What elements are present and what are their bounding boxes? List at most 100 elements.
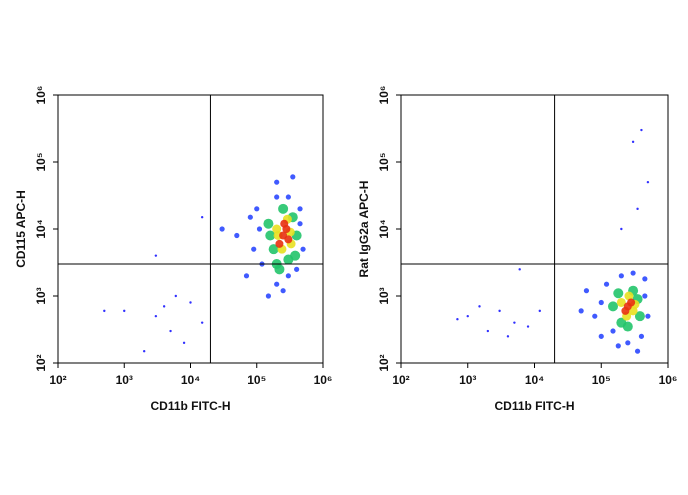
event-dot: [598, 299, 604, 306]
event-dot: [284, 235, 293, 244]
event-dot: [645, 313, 651, 319]
event-dot: [634, 348, 641, 354]
event-dot: [154, 314, 158, 318]
y-tick-label: 10⁶: [377, 86, 391, 105]
event-dot: [219, 226, 225, 232]
x-tick-label: 10⁴: [181, 373, 200, 387]
event-dot: [538, 309, 541, 313]
event-dot: [274, 264, 285, 275]
x-tick-label: 10²: [392, 373, 409, 387]
event-dot: [182, 341, 186, 345]
x-tick-label: 10⁴: [525, 373, 544, 387]
event-dot: [634, 311, 645, 322]
event-dot: [243, 273, 250, 279]
event-dot: [265, 230, 276, 241]
y-axis-label: CD115 APC-H: [14, 190, 28, 268]
event-dot: [285, 273, 291, 279]
event-dot: [642, 276, 648, 282]
event-dot: [592, 313, 598, 319]
event-dot: [615, 343, 621, 349]
event-dot: [456, 318, 459, 321]
event-dot: [608, 301, 619, 312]
x-tick-label: 10⁵: [247, 373, 266, 387]
y-tick-label: 10⁶: [34, 86, 48, 105]
event-dot: [513, 321, 516, 324]
event-dot: [642, 293, 648, 299]
y-tick-label: 10²: [377, 354, 391, 371]
event-dot: [254, 206, 260, 212]
event-dot: [247, 214, 253, 220]
event-dot: [285, 194, 291, 200]
event-dot: [583, 288, 590, 294]
event-dot: [263, 218, 274, 229]
event-dot: [610, 328, 616, 334]
event-dot: [154, 254, 158, 257]
event-dot: [486, 329, 490, 333]
event-dot: [640, 128, 643, 132]
y-tick-label: 10⁵: [34, 153, 48, 172]
event-dot: [265, 293, 272, 299]
event-dot: [256, 226, 263, 232]
event-dot: [466, 314, 469, 318]
event-dot: [290, 250, 301, 261]
x-tick-label: 10⁶: [314, 373, 333, 387]
y-tick-label: 10²: [34, 354, 48, 371]
event-dot: [280, 219, 289, 228]
y-tick-label: 10⁴: [377, 219, 391, 238]
event-dot: [578, 308, 584, 314]
event-dot: [506, 335, 510, 338]
event-dot: [616, 297, 626, 307]
event-dot: [280, 288, 286, 294]
event-dot: [598, 333, 604, 339]
event-dot: [274, 179, 280, 185]
event-dot: [274, 194, 280, 200]
event-dot: [278, 203, 289, 214]
event-dot: [613, 288, 624, 299]
y-tick-label: 10³: [377, 287, 391, 304]
event-dot: [189, 301, 192, 304]
event-dot: [290, 174, 296, 180]
event-dot: [174, 294, 178, 298]
event-dot: [518, 268, 521, 271]
event-dot: [297, 206, 303, 212]
event-dot: [646, 180, 650, 184]
event-dot: [618, 273, 624, 279]
event-dot: [603, 281, 610, 287]
event-dot: [162, 305, 166, 308]
event-dot: [123, 309, 126, 313]
event-dot: [169, 329, 172, 333]
event-dot: [620, 227, 623, 231]
event-dot: [638, 333, 645, 339]
x-tick-label: 10³: [459, 373, 476, 387]
event-dot: [624, 291, 634, 301]
event-dot: [478, 305, 481, 308]
event-dot: [234, 232, 240, 239]
x-tick-label: 10³: [116, 373, 133, 387]
event-dot: [526, 325, 530, 328]
event-dot: [103, 309, 106, 313]
event-dot: [627, 298, 636, 307]
event-dot: [142, 350, 146, 353]
event-dot: [200, 216, 204, 219]
event-dot: [630, 270, 636, 276]
event-dot: [200, 321, 204, 324]
y-axis-label: Rat IgG2a APC-H: [357, 181, 371, 278]
event-dot: [300, 246, 306, 252]
event-dot: [251, 246, 257, 252]
y-tick-label: 10⁵: [377, 153, 391, 172]
y-tick-label: 10⁴: [34, 219, 48, 238]
event-dot: [268, 244, 279, 255]
x-tick-label: 10²: [49, 373, 66, 387]
x-tick-label: 10⁵: [592, 373, 611, 387]
event-dot: [625, 340, 631, 346]
event-dot: [636, 207, 639, 211]
event-dot: [631, 140, 635, 144]
y-tick-label: 10³: [34, 287, 48, 304]
event-dot: [498, 309, 501, 313]
x-axis-label: CD11b FITC-H: [150, 399, 230, 413]
event-dot: [274, 281, 280, 287]
event-dot: [275, 239, 284, 248]
event-dot: [621, 306, 630, 315]
x-tick-label: 10⁶: [659, 373, 678, 387]
